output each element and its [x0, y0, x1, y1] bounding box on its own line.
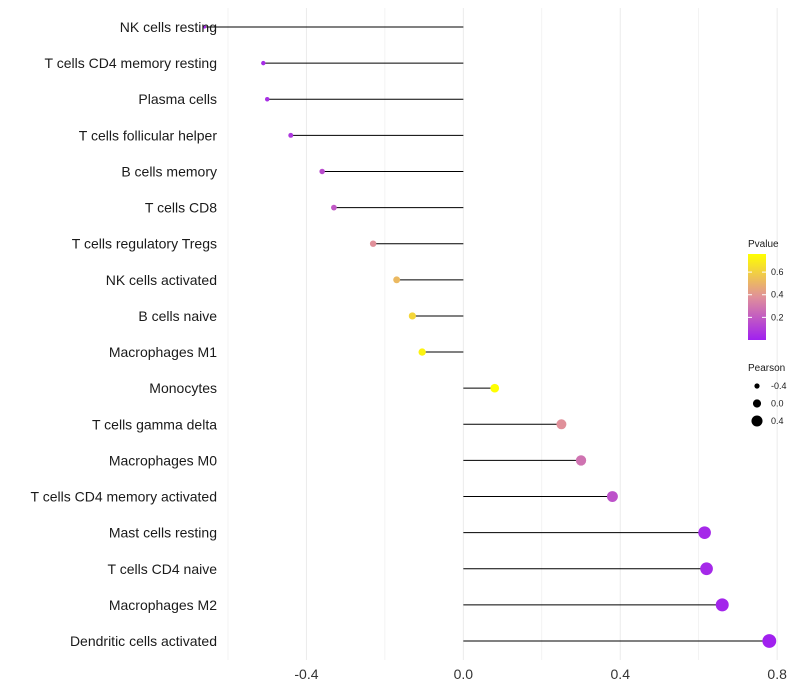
data-point [288, 132, 294, 138]
data-point [369, 240, 377, 247]
size-key-label: 0.0 [771, 399, 784, 409]
category-label: Dendritic cells activated [70, 633, 217, 649]
category-labels: NK cells resting T cells CD4 memory resti… [31, 19, 218, 649]
colorbar-tick-label: 0.6 [771, 267, 784, 277]
x-tick-label: -0.4 [294, 666, 318, 682]
size-key-label: -0.4 [771, 381, 787, 391]
category-label: T cells CD4 naive [108, 561, 218, 577]
data-point [715, 598, 729, 612]
data-point [418, 348, 426, 356]
grid-layer [227, 8, 778, 660]
pvalue-legend: Pvalue 0.2 0.4 0.6 [748, 239, 784, 340]
data-point [319, 168, 325, 175]
category-label: Mast cells resting [109, 525, 217, 541]
size-key-dot [751, 415, 763, 427]
point-layer [202, 25, 777, 648]
pvalue-legend-title: Pvalue [748, 239, 779, 250]
data-point [202, 25, 207, 29]
data-point [264, 97, 270, 102]
data-point [556, 419, 567, 430]
category-label: Monocytes [149, 380, 217, 396]
data-point [698, 526, 711, 539]
data-point [762, 634, 777, 648]
category-label: T cells gamma delta [92, 416, 217, 432]
x-tick-label: 0.8 [767, 666, 787, 682]
x-axis-ticks: -0.4 0.0 0.4 0.8 [294, 666, 787, 682]
category-label: Macrophages M2 [109, 597, 217, 613]
category-label: T cells CD4 memory resting [45, 55, 217, 71]
category-label: B cells naive [138, 308, 217, 324]
data-point [575, 455, 587, 466]
size-key-dot [752, 399, 762, 408]
category-label: T cells CD4 memory activated [31, 489, 217, 505]
data-point [408, 312, 416, 320]
pearson-legend-title: Pearson [748, 363, 785, 374]
data-point [393, 276, 401, 284]
segment-layer [204, 26, 770, 642]
category-label: Plasma cells [138, 91, 217, 107]
x-tick-label: 0.0 [454, 666, 474, 682]
pvalue-colorbar [748, 254, 766, 340]
category-label: Macrophages M0 [109, 452, 217, 468]
category-label: NK cells resting [120, 19, 217, 35]
category-label: T cells CD8 [145, 200, 217, 216]
pearson-legend: Pearson -0.4 0.0 0.4 [748, 363, 787, 427]
category-label: B cells memory [121, 163, 217, 179]
data-point [331, 204, 337, 211]
data-point [606, 491, 618, 502]
x-tick-label: 0.4 [611, 666, 631, 682]
data-point [700, 562, 713, 576]
size-key-dot [754, 383, 760, 389]
category-label: Macrophages M1 [109, 344, 217, 360]
category-label: T cells follicular helper [79, 127, 218, 143]
data-point [261, 60, 266, 66]
colorbar-tick-label: 0.4 [771, 290, 784, 300]
category-label: NK cells activated [106, 272, 217, 288]
data-point [490, 383, 500, 393]
category-label: T cells regulatory Tregs [72, 236, 217, 252]
colorbar-tick-label: 0.2 [771, 312, 784, 322]
size-key-label: 0.4 [771, 416, 784, 426]
